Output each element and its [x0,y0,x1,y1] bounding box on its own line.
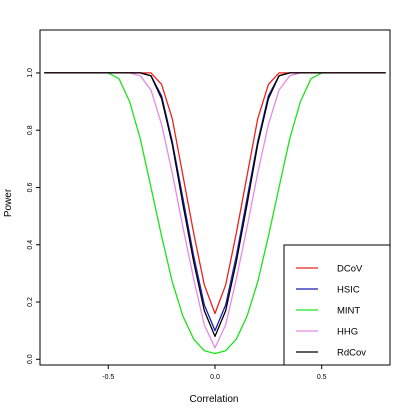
x-tick-label: 0.5 [317,374,327,381]
legend-label-rdcov: RdCov [337,348,366,359]
series-lines [44,72,386,355]
legend: DCoV HSIC MINT HHG RdCov [283,244,391,366]
y-axis-title: Power [3,188,14,217]
y-tick-label: 0.8 [27,125,34,135]
x-axis: -0.5 0.0 0.5 [102,365,327,381]
y-tick-label: 0.4 [27,240,34,250]
series-line-hhg [44,72,386,349]
y-tick-label: 0.0 [27,354,34,364]
legend-box [283,244,391,366]
y-tick-label: 1.0 [27,68,34,78]
series-line-rdcov [44,72,386,338]
y-tick-label: 0.2 [27,297,34,307]
series-line-mint [44,72,386,355]
legend-label-mint: MINT [337,306,360,317]
x-tick-label: -0.5 [102,374,114,381]
x-axis-title: Correlation [190,394,239,405]
x-tick-label: 0.0 [210,374,220,381]
legend-label-dcov: DCoV [337,264,363,275]
legend-label-hhg: HHG [337,327,358,338]
legend-label-hsic: HSIC [337,285,360,296]
y-axis: 0.0 0.2 0.4 0.6 0.8 1.0 [27,68,40,364]
y-tick-label: 0.6 [27,183,34,193]
